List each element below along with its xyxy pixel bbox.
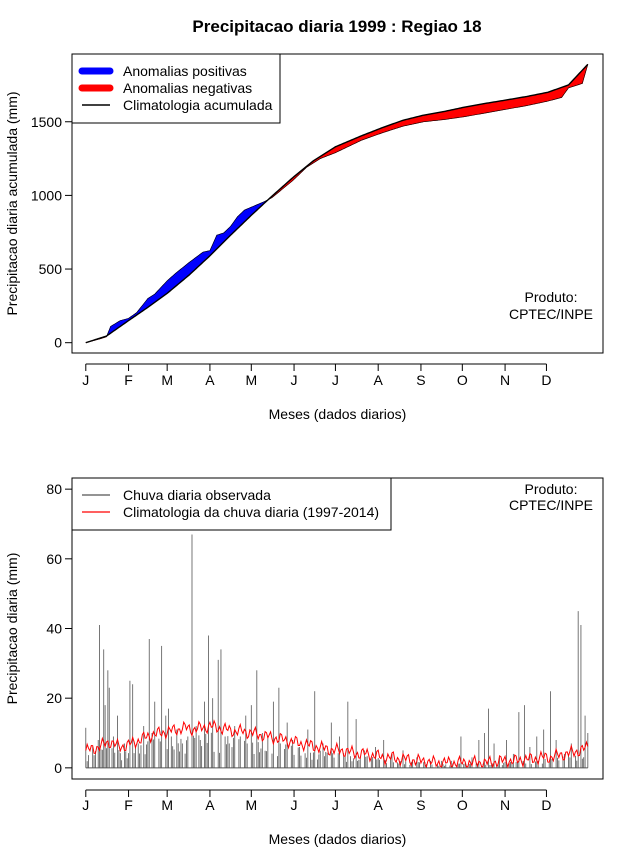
month-tick-label: J xyxy=(82,797,89,813)
observed-cumulative-outline xyxy=(85,64,589,343)
y-tick-label: 20 xyxy=(46,690,62,706)
month-tick-label: O xyxy=(457,797,468,813)
cumulative-chart: 0 500 1000 1500 Precipitacao diaria acumulad… xyxy=(4,53,604,422)
positive-anomaly-band xyxy=(106,199,269,337)
month-tick-label: N xyxy=(500,797,510,813)
legend-label: Anomalias negativas xyxy=(123,80,252,96)
y-tick-label: 1500 xyxy=(31,114,62,130)
month-tick-label: A xyxy=(205,797,215,813)
month-tick-label: F xyxy=(124,372,133,388)
y-tick-label: 0 xyxy=(54,760,62,776)
month-tick-label: D xyxy=(541,797,551,813)
month-tick-label: N xyxy=(500,372,510,388)
month-tick-label: O xyxy=(457,372,468,388)
legend-label: Climatologia da chuva diaria (1997-2014) xyxy=(123,504,379,520)
x-axis-label: Meses (dados diarios) xyxy=(269,406,407,422)
climatology-daily-line xyxy=(85,719,589,769)
x-axis-label: Meses (dados diarios) xyxy=(269,831,407,847)
credit-source: CPTEC/INPE xyxy=(509,497,593,513)
credit-product: Produto: xyxy=(525,289,578,305)
legend-label: Climatologia acumulada xyxy=(123,97,273,113)
y-axis-label: Precipitacao diaria acumulada (mm) xyxy=(4,91,20,315)
month-tick-label: F xyxy=(124,797,133,813)
month-tick-label: S xyxy=(416,372,425,388)
month-tick-label: J xyxy=(82,372,89,388)
y-tick-label: 80 xyxy=(46,481,62,497)
daily-chart: 0 20 40 60 80 Precipitacao diaria (mm) J F M A M J J… xyxy=(4,477,604,847)
y-axis-label: Precipitacao diaria (mm) xyxy=(4,553,20,705)
month-tick-label: M xyxy=(161,372,173,388)
month-tick-label: M xyxy=(161,797,173,813)
y-tick-label: 0 xyxy=(54,335,62,351)
month-tick-label: J xyxy=(332,372,339,388)
month-tick-label: M xyxy=(245,797,257,813)
legend-label: Anomalias positivas xyxy=(123,63,247,79)
month-tick-label: A xyxy=(374,797,384,813)
y-tick-label: 60 xyxy=(46,551,62,567)
chart-title: Precipitacao diaria 1999 : Regiao 18 xyxy=(192,17,481,36)
climatology-cumulative-line xyxy=(85,63,589,344)
plot-frame xyxy=(71,53,604,354)
legend-label: Chuva diaria observada xyxy=(123,487,271,503)
negative-anomaly-band xyxy=(267,64,589,201)
month-tick-label: S xyxy=(416,797,425,813)
legend-box xyxy=(71,477,392,531)
month-tick-label: J xyxy=(291,372,298,388)
credit-source: CPTEC/INPE xyxy=(509,306,593,322)
y-tick-label: 1000 xyxy=(31,187,62,203)
month-tick-label: M xyxy=(245,372,257,388)
credit-product: Produto: xyxy=(525,481,578,497)
month-tick-label: J xyxy=(291,797,298,813)
month-tick-label: J xyxy=(332,797,339,813)
y-tick-label: 40 xyxy=(46,621,62,637)
month-tick-label: D xyxy=(541,372,551,388)
month-tick-label: A xyxy=(374,372,384,388)
month-tick-label: A xyxy=(205,372,215,388)
y-tick-label: 500 xyxy=(39,261,63,277)
